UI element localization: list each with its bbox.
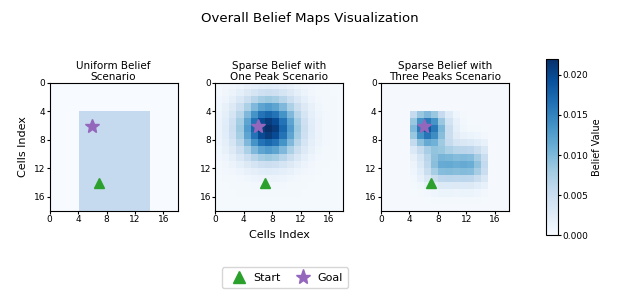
Y-axis label: Belief Value: Belief Value [592, 118, 602, 176]
Title: Uniform Belief
Scenario: Uniform Belief Scenario [76, 61, 151, 82]
Title: Sparse Belief with
Three Peaks Scenario: Sparse Belief with Three Peaks Scenario [389, 61, 501, 82]
Text: Overall Belief Maps Visualization: Overall Belief Maps Visualization [201, 12, 419, 25]
X-axis label: Cells Index: Cells Index [249, 230, 309, 240]
Y-axis label: Cells Index: Cells Index [19, 116, 29, 178]
Title: Sparse Belief with
One Peak Scenario: Sparse Belief with One Peak Scenario [230, 61, 328, 82]
Legend: Start, Goal: Start, Goal [222, 267, 348, 288]
